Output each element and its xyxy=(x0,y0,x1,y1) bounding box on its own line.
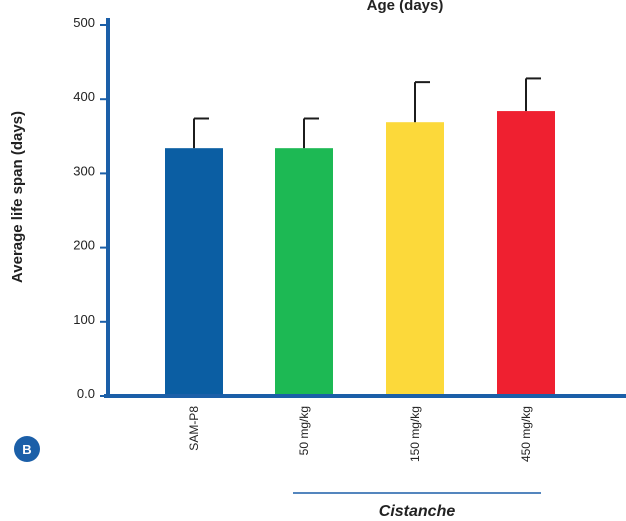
chart-title: Age (days) xyxy=(367,0,444,14)
x-category-label: 150 mg/kg xyxy=(408,406,422,462)
y-axis-title: Average life span (days) xyxy=(9,111,26,283)
x-axis-category-labels: SAM-P8 50 mg/kg 150 mg/kg 450 mg/kg xyxy=(187,406,533,462)
y-tick-label: 200 xyxy=(73,238,95,253)
panel-badge xyxy=(14,436,40,462)
bar xyxy=(497,111,555,397)
bar xyxy=(165,148,223,396)
y-tick-label: 100 xyxy=(73,312,95,327)
x-category-label: 50 mg/kg xyxy=(297,406,311,455)
bar xyxy=(386,122,444,397)
x-category-label: 450 mg/kg xyxy=(519,406,533,462)
y-tick-label: 400 xyxy=(73,89,95,104)
y-axis-ticks: 0.0 100 200 300 400 500 xyxy=(73,15,108,401)
x-category-label: SAM-P8 xyxy=(187,406,201,451)
y-tick-label: 500 xyxy=(73,15,95,30)
y-tick-label: 0.0 xyxy=(77,386,95,401)
bars-group xyxy=(165,111,555,397)
bar xyxy=(275,148,333,396)
y-tick-label: 300 xyxy=(73,163,95,178)
panel-label: B xyxy=(22,442,31,457)
error-bars-group xyxy=(193,77,541,149)
group-label: Cistanche xyxy=(379,503,456,520)
